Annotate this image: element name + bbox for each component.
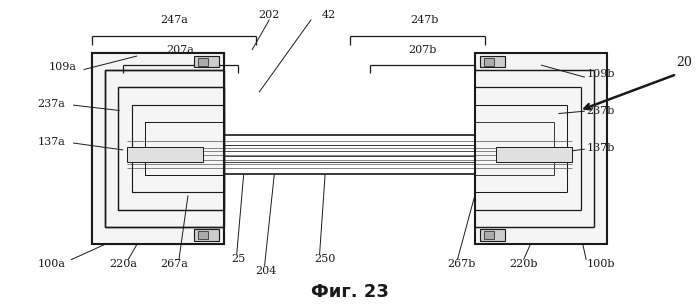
Text: 137b: 137b bbox=[586, 144, 614, 153]
Bar bbox=[118, 87, 224, 210]
Text: 237a: 237a bbox=[38, 99, 66, 110]
Text: 137a: 137a bbox=[38, 137, 66, 147]
Text: 237b: 237b bbox=[586, 106, 614, 116]
Bar bbox=[194, 230, 219, 241]
Bar bbox=[496, 147, 572, 162]
Text: 207b: 207b bbox=[408, 45, 437, 55]
Bar bbox=[198, 58, 208, 66]
Text: 247b: 247b bbox=[410, 15, 438, 24]
Text: 247a: 247a bbox=[160, 15, 187, 24]
Text: 202: 202 bbox=[259, 10, 280, 20]
Bar bbox=[475, 53, 607, 244]
Text: 267b: 267b bbox=[447, 259, 475, 269]
Bar bbox=[145, 122, 224, 175]
Bar bbox=[92, 53, 224, 244]
Bar bbox=[480, 230, 505, 241]
Text: 25: 25 bbox=[231, 254, 245, 264]
Bar bbox=[127, 147, 203, 162]
Text: 220b: 220b bbox=[510, 259, 538, 269]
Text: 250: 250 bbox=[315, 254, 336, 264]
Text: 207a: 207a bbox=[167, 45, 194, 55]
Text: 220a: 220a bbox=[109, 259, 137, 269]
Text: 109a: 109a bbox=[49, 62, 77, 72]
Bar bbox=[198, 231, 208, 239]
Bar bbox=[484, 58, 494, 66]
Text: Фиг. 23: Фиг. 23 bbox=[310, 283, 389, 301]
Bar bbox=[475, 53, 607, 244]
Text: 267a: 267a bbox=[160, 259, 188, 269]
Bar bbox=[105, 70, 224, 227]
Text: 100b: 100b bbox=[586, 259, 614, 269]
Text: 100a: 100a bbox=[38, 259, 66, 269]
Text: 42: 42 bbox=[322, 10, 336, 20]
Bar bbox=[194, 56, 219, 68]
Bar bbox=[480, 56, 505, 68]
Bar bbox=[131, 105, 224, 192]
Text: 204: 204 bbox=[256, 266, 277, 276]
Text: 109b: 109b bbox=[586, 69, 614, 79]
Bar bbox=[224, 135, 475, 174]
Bar bbox=[92, 53, 224, 244]
Bar bbox=[92, 53, 224, 244]
Bar bbox=[484, 231, 494, 239]
Text: 20: 20 bbox=[676, 55, 691, 69]
